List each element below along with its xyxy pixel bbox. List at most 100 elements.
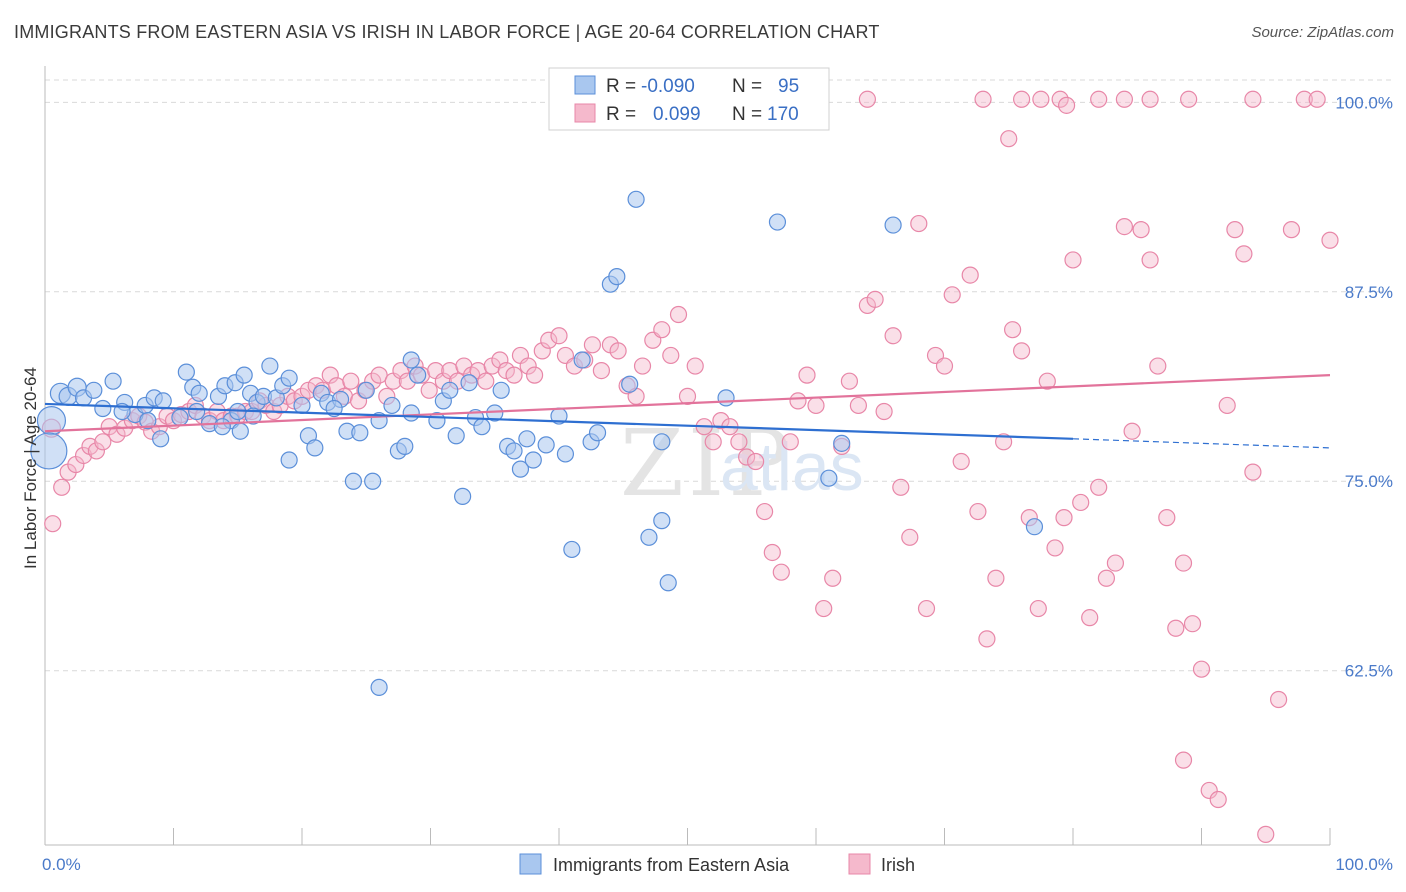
eastern-asia-point bbox=[441, 381, 459, 399]
irish-point bbox=[540, 331, 558, 349]
irish-point bbox=[840, 372, 859, 390]
irish-point bbox=[704, 433, 722, 451]
eastern-asia-point bbox=[833, 434, 851, 452]
irish-point bbox=[755, 502, 774, 521]
irish-point bbox=[789, 392, 807, 410]
irish-point bbox=[712, 412, 730, 430]
irish-point bbox=[763, 543, 781, 562]
irish-point bbox=[592, 361, 611, 380]
stats-legend-swatch-pink bbox=[574, 103, 596, 123]
eastern-asia-point bbox=[85, 381, 103, 399]
eastern-asia-trend-line bbox=[44, 402, 1074, 440]
irish-point bbox=[686, 357, 704, 375]
y-tick-label: 100.0% bbox=[1335, 93, 1393, 112]
irish-point bbox=[1295, 90, 1313, 108]
eastern-asia-point bbox=[653, 433, 671, 451]
irish-point bbox=[901, 528, 919, 546]
irish-point bbox=[961, 266, 979, 284]
eastern-asia-point bbox=[370, 678, 388, 696]
irish-point bbox=[1183, 615, 1202, 633]
stats-n-value-blue: 95 bbox=[778, 76, 799, 97]
irish-point bbox=[772, 563, 790, 581]
eastern-asia-point bbox=[621, 375, 639, 393]
irish-point bbox=[609, 342, 627, 360]
eastern-asia-point bbox=[659, 574, 677, 592]
eastern-asia-point bbox=[884, 216, 902, 234]
eastern-asia-point bbox=[409, 366, 427, 384]
stats-r-label-blue: R = bbox=[606, 76, 636, 97]
irish-point bbox=[342, 372, 360, 390]
irish-point bbox=[858, 90, 877, 108]
irish-point bbox=[662, 346, 680, 365]
irish-point bbox=[1141, 90, 1159, 108]
irish-point bbox=[1244, 90, 1262, 108]
eastern-asia-point bbox=[177, 363, 195, 381]
irish-point bbox=[1174, 554, 1193, 572]
irish-point bbox=[1029, 599, 1047, 618]
y-tick-label: 75.0% bbox=[1345, 472, 1393, 491]
eastern-asia-point bbox=[511, 460, 530, 478]
eastern-asia-point bbox=[280, 451, 298, 469]
irish-point bbox=[94, 433, 112, 451]
irish-point bbox=[420, 381, 438, 399]
irish-point bbox=[910, 214, 928, 233]
eastern-asia-point bbox=[152, 430, 170, 448]
eastern-asia-point bbox=[492, 381, 510, 399]
stats-r-value-pink: 0.099 bbox=[653, 104, 701, 125]
irish-point bbox=[978, 630, 996, 648]
eastern-asia-point bbox=[460, 374, 478, 392]
irish-point bbox=[807, 396, 825, 415]
irish-point bbox=[1123, 422, 1141, 440]
eastern-asia-point bbox=[235, 366, 253, 384]
irish-point bbox=[87, 442, 106, 460]
irish-point bbox=[738, 448, 756, 466]
eastern-asia-point bbox=[653, 512, 671, 530]
irish-point bbox=[917, 599, 936, 618]
irish-point bbox=[798, 366, 816, 384]
irish-point bbox=[1321, 231, 1339, 249]
irish-point bbox=[1244, 463, 1262, 481]
irish-point bbox=[1000, 130, 1018, 148]
irish-point bbox=[1038, 372, 1056, 390]
eastern-asia-point bbox=[231, 422, 249, 440]
eastern-asia-point bbox=[30, 432, 68, 470]
irish-point bbox=[969, 502, 987, 521]
stats-legend-swatch-blue bbox=[574, 75, 596, 95]
eastern-asia-point bbox=[325, 399, 343, 418]
eastern-asia-point bbox=[213, 418, 231, 436]
y-axis-label: In Labor Force | Age 20-64 bbox=[21, 367, 40, 569]
irish-point bbox=[1097, 569, 1116, 587]
x-tick-labels: 0.0% 100.0% bbox=[42, 855, 1393, 874]
irish-point bbox=[1141, 251, 1159, 269]
irish-point bbox=[1055, 509, 1073, 527]
series-legend-label-blue: Immigrants from Eastern Asia bbox=[553, 855, 790, 875]
irish-point bbox=[730, 433, 748, 451]
irish-point bbox=[974, 90, 992, 108]
series-legend-label-pink: Irish bbox=[881, 855, 915, 875]
irish-point bbox=[1269, 690, 1288, 709]
irish-point bbox=[1218, 396, 1236, 415]
eastern-asia-point bbox=[524, 451, 542, 469]
eastern-asia-point bbox=[473, 418, 491, 436]
eastern-asia-point bbox=[563, 540, 581, 559]
eastern-asia-points bbox=[30, 190, 1044, 696]
stats-n-label-pink: N = bbox=[732, 104, 762, 125]
irish-point bbox=[892, 478, 910, 496]
irish-point bbox=[1081, 609, 1099, 627]
eastern-asia-trend-extension bbox=[1072, 438, 1331, 449]
irish-point bbox=[1115, 218, 1134, 236]
irish-point bbox=[505, 366, 523, 384]
x-tick-label: 100.0% bbox=[1335, 855, 1393, 874]
irish-point bbox=[824, 569, 842, 587]
irish-point bbox=[519, 357, 537, 375]
irish-point bbox=[653, 321, 671, 339]
irish-point bbox=[1012, 90, 1031, 108]
irish-point bbox=[74, 446, 93, 465]
irish-point bbox=[44, 515, 62, 533]
series-legend-swatch-pink bbox=[848, 853, 871, 875]
irish-point bbox=[1032, 90, 1050, 108]
eastern-asia-point bbox=[627, 190, 645, 208]
irish-point bbox=[1115, 90, 1134, 108]
chart-title: IMMIGRANTS FROM EASTERN ASIA VS IRISH IN… bbox=[14, 22, 880, 42]
